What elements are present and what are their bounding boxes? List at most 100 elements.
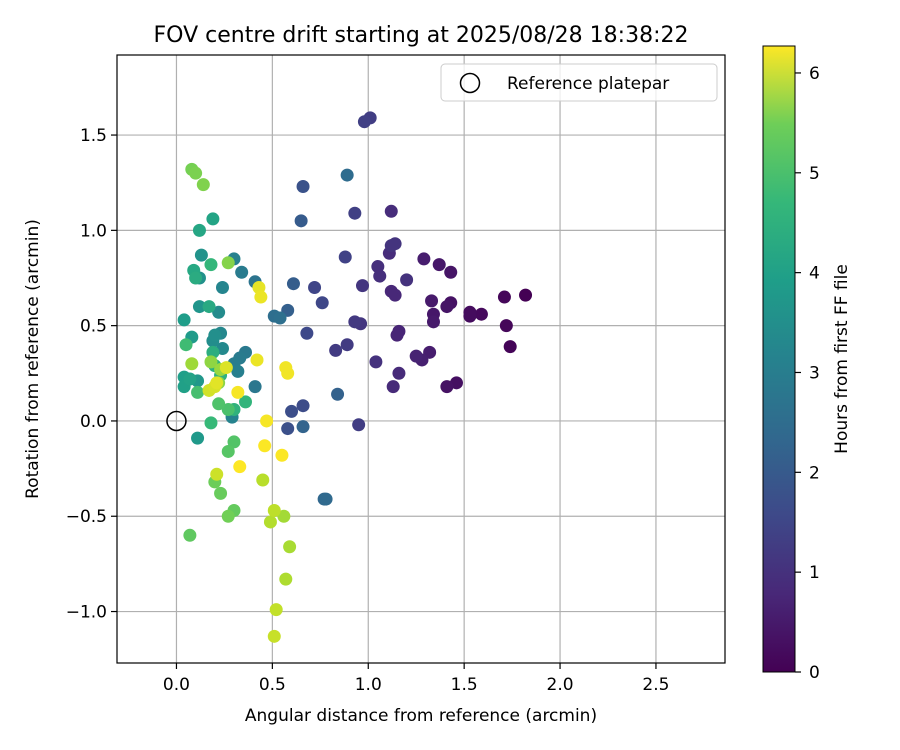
scatter-point [210,467,224,481]
plot-frame [116,54,726,664]
scatter-point [263,515,277,529]
scatter-point [221,403,235,417]
scatter-point [283,540,297,554]
scatter-point [331,387,345,401]
scatter-point [212,305,226,319]
scatter-point [390,328,404,342]
scatter-point [231,385,245,399]
scatter-point [386,380,400,394]
scatter-point [212,397,226,411]
plot-area: 0.0 0.5 1.0 1.5 2.0 2.5 −1.0 −0.5 0.0 0.5 1.0 1.5 [66,54,726,695]
scatter-point [294,214,308,228]
scatter-point [497,290,511,304]
scatter-point [191,431,205,445]
scatter-point [179,338,193,352]
colorbar-tick-label: 0 [809,663,820,683]
scatter-point [215,281,229,295]
scatter-point [356,279,370,293]
x-tick-label: 0.0 [163,675,190,695]
y-tick-label: 1.0 [80,221,107,241]
scatter-point [189,271,203,285]
scatter-point [204,416,218,430]
scatter-point [221,444,235,458]
grid-lines [117,55,725,663]
scatter-point [214,486,228,500]
y-tick-label: 0.5 [80,317,107,337]
scatter-point [285,404,299,418]
scatter-point [463,305,477,319]
scatter-point [219,361,233,375]
scatter-point [440,300,454,314]
scatter-point [352,418,366,432]
scatter-point [258,439,272,453]
y-tick-label: 1.5 [80,126,107,146]
x-axis-ticks: 0.0 0.5 1.0 1.5 2.0 2.5 [163,663,669,695]
scatter-point [474,307,488,321]
scatter-point [384,204,398,218]
y-tick-label: 0.0 [80,412,107,432]
y-tick-label: −1.0 [66,603,107,623]
y-tick-label: −0.5 [66,507,107,527]
scatter-point [204,258,218,272]
colorbar-tick-label: 2 [809,463,820,483]
scatter-point [221,509,235,523]
scatter-point [329,343,343,357]
scatter-point [281,366,295,380]
scatter-point [279,572,293,586]
scatter-point [239,395,253,409]
scatter-point [286,277,300,291]
colorbar-tick-label: 5 [809,164,820,184]
x-axis-label: Angular distance from reference (arcmin) [245,706,597,726]
scatter-point [235,265,249,279]
scatter-point [308,281,322,295]
scatter-point [183,528,197,542]
colorbar: 0 1 2 3 4 5 6 Hours from first FF file [762,45,852,683]
scatter-point [426,315,440,329]
scatter-point [296,180,310,194]
scatter-point [273,311,287,325]
scatter-point [210,376,224,390]
y-axis-ticks: −1.0 −0.5 0.0 0.5 1.0 1.5 [66,126,117,623]
chart-title: FOV centre drift starting at 2025/08/28 … [154,23,689,48]
x-tick-label: 1.0 [355,675,382,695]
colorbar-tick-label: 4 [809,264,820,284]
scatter-point [348,315,362,329]
x-tick-label: 2.5 [642,675,669,695]
colorbar-tick-label: 3 [809,363,820,383]
scatter-point [369,355,383,369]
legend: Reference platepar [440,63,718,102]
scatter-point [384,284,398,298]
colorbar-tick-label: 1 [809,563,820,583]
scatter-point [373,269,387,283]
scatter-point [338,250,352,264]
scatter-point [384,239,398,253]
scatter-point [340,338,354,352]
scatter-point [206,212,220,226]
scatter-point [519,288,533,302]
scatter-point [277,509,291,523]
scatter-point [231,364,245,378]
scatter-point [185,357,199,371]
scatter-point [192,300,206,314]
scatter-point [425,294,439,308]
scatter-point [392,366,406,380]
x-tick-label: 1.5 [451,675,478,695]
scatter-point [348,206,362,220]
scatter-point [267,629,281,643]
scatter-point [194,248,208,262]
scatter-point [196,178,210,192]
scatter-point [444,265,458,279]
legend-marker-open-circle [459,72,481,94]
scatter-point [409,349,423,363]
scatter-point [189,166,203,180]
scatter-point [400,273,414,287]
scatter-point [269,603,283,617]
colorbar-label: Hours from first FF file [832,264,852,454]
scatter-point [340,168,354,182]
scatter-point [208,328,222,342]
scatter-point [183,372,197,386]
scatter-point [254,290,268,304]
scatter-point [256,473,270,487]
scatter-point [432,258,446,272]
